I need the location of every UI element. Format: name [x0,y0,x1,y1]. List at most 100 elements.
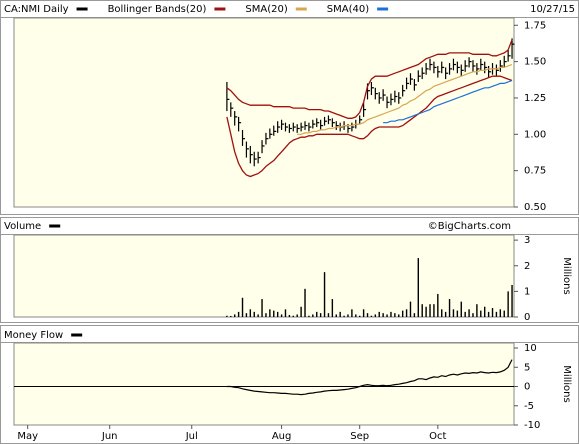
volume-bar [241,297,244,317]
volume-bar [456,310,459,317]
legend-swatch [76,7,88,11]
volume-bar [359,315,361,317]
y-tick-label: 5 [524,362,530,373]
x-tick-label: Jul [185,431,198,442]
volume-bar [390,311,392,317]
volume-bar [452,309,455,317]
legend-label: Volume [4,221,41,232]
volume-bar [421,304,423,317]
volume-bar [484,306,486,317]
volume-bar [331,299,334,317]
volume-bar [480,310,482,317]
volume-bar [417,258,419,317]
y-tick-label: 3 [524,235,530,246]
volume-bar [292,315,294,317]
volume-bar [413,313,416,317]
volume-bar [304,288,306,317]
volume-bar [351,309,353,317]
volume-bar [476,304,478,317]
volume-bar [245,313,248,317]
credit: ©BigCharts.com [428,221,511,232]
series-line [383,79,513,124]
volume-bar [288,314,291,317]
legend-swatch [295,7,307,11]
plot-area [13,234,515,318]
x-tick-label: Oct [429,431,446,442]
volume-bar [499,309,502,317]
volume-bar [405,309,408,317]
date: 10/27/15 [530,4,575,15]
volume-bar [249,309,252,317]
volume-bar [269,309,271,317]
volume-bar [448,299,451,317]
volume-bar [511,284,513,317]
volume-bar [386,314,388,317]
x-tick-label: Aug [272,431,292,442]
volume-bar [491,308,494,317]
volume-bar [253,311,255,317]
volume-bar [441,309,443,317]
y-tick-label: 1 [524,286,530,297]
volume-bar [339,311,341,317]
y-tick-label: 1.00 [524,129,546,140]
volume-bar [460,301,462,317]
volume-bar [425,306,427,317]
volume-bar [276,311,279,317]
series-line [297,63,513,135]
y-tick-label: 0 [524,312,530,323]
volume-bar [382,313,384,317]
legend-swatch [377,7,389,11]
volume-bar [374,314,377,317]
volume-bar [308,315,310,317]
y-tick-label: 0.50 [524,202,546,213]
volume-bar [300,306,302,317]
x-tick-label: May [17,431,38,442]
legend-label: SMA(40) [327,4,369,15]
bollinger-lower [226,75,513,178]
volume-bar [472,313,474,317]
y-tick-label: 2 [524,261,530,272]
volume-bar [495,311,498,317]
volume-bar [468,309,470,317]
y-tick-label: 1.50 [524,57,546,68]
volume-bar [234,314,236,317]
y-tick-label: 0.75 [524,166,546,177]
legend-swatch [214,7,226,11]
legend-label: SMA(20) [245,4,287,15]
volume-bar [265,313,267,317]
y-tick-label: 1.25 [524,93,546,104]
plot-area [13,17,515,208]
x-tick-label: Sep [350,431,369,442]
volume-bar [273,310,275,317]
bollinger-upper [226,39,513,119]
volume-bar [362,309,365,317]
volume-bar [296,314,298,317]
y-axis-label: Millions [561,257,572,294]
volume-bar [464,311,466,317]
y-tick-label: 10 [524,343,537,354]
legend-label: Bollinger Bands(20) [108,4,207,15]
volume-bar [327,313,330,317]
volume-bar [401,310,404,317]
volume-bar [347,314,349,317]
volume-bar [398,314,400,317]
volume-bar [261,299,263,317]
volume-bar [335,314,337,317]
volume-bar [370,315,373,317]
y-tick-label: -10 [524,420,540,431]
volume-bar [257,314,259,317]
x-tick-label: Jun [101,431,118,442]
volume-bar [444,311,447,317]
volume-bar [507,291,509,317]
volume-bar [433,304,435,317]
y-tick-label: -5 [524,401,534,412]
y-tick-label: 0 [524,382,530,393]
y-tick-label: 1.75 [524,20,546,31]
volume-bar [378,311,380,317]
volume-bar [355,314,357,317]
series-line [226,359,513,396]
legend-swatch [71,333,83,337]
volume-bar [394,313,396,317]
